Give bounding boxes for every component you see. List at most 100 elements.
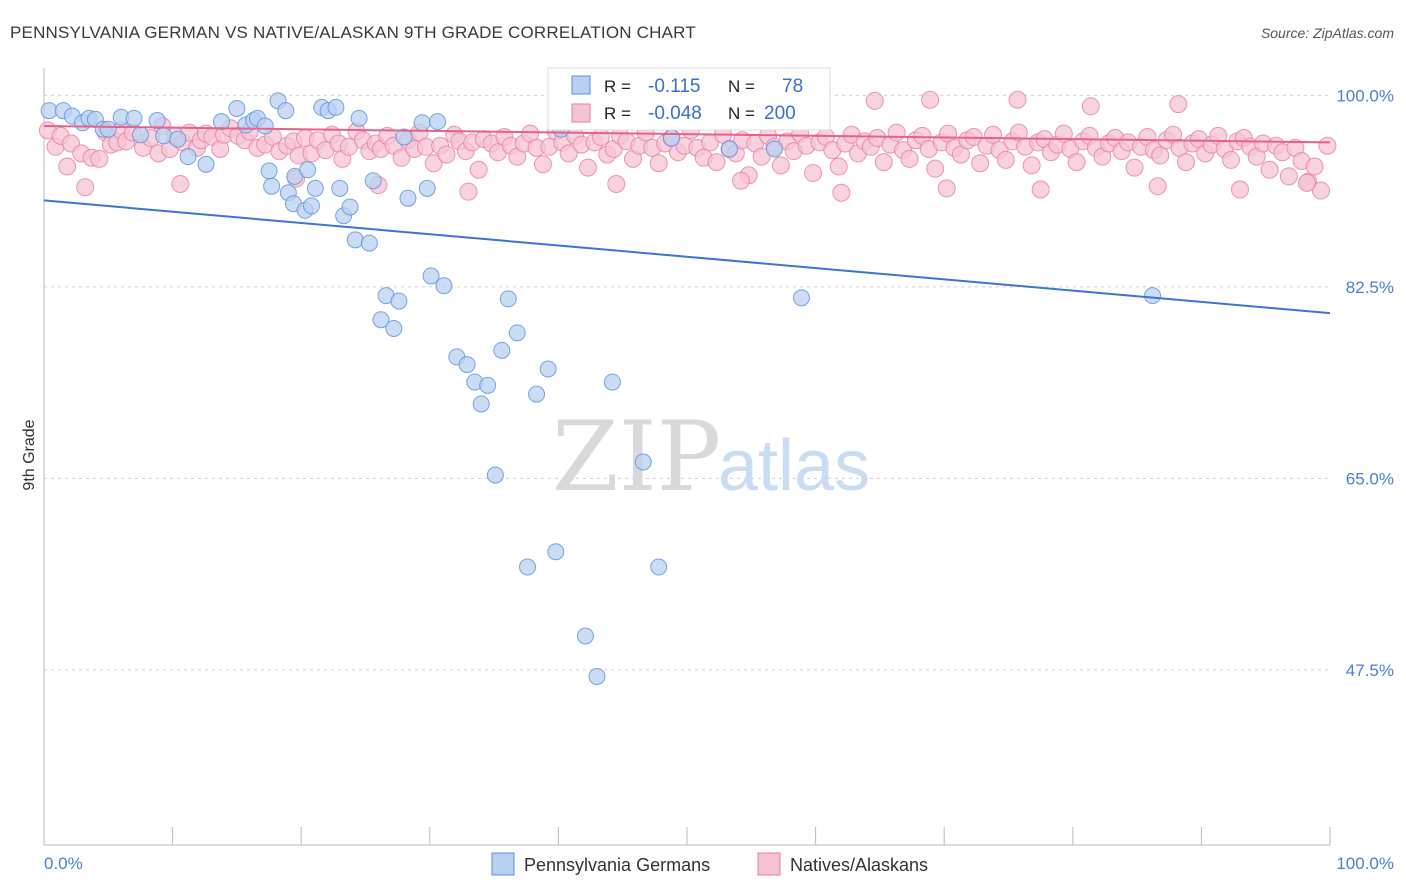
pennsylvania-germans-point — [413, 114, 431, 132]
pennsylvania-germans-point — [131, 126, 149, 144]
natives-alaskans-point — [732, 171, 751, 190]
natives-alaskans-point — [591, 127, 610, 146]
legend-r-value-1: -0.115 — [648, 76, 700, 97]
natives-alaskans-point — [1008, 90, 1027, 109]
legend-bottom-blue-swatch — [491, 852, 515, 876]
pennsylvania-germans-point — [256, 117, 274, 135]
pennsylvania-germans-point — [350, 109, 368, 127]
pennsylvania-germans-point — [422, 267, 440, 285]
pennsylvania-germans-point — [179, 148, 197, 166]
natives-alaskans-point — [996, 150, 1015, 169]
natives-alaskans-point — [1297, 173, 1316, 192]
pennsylvania-germans-point — [519, 558, 537, 576]
natives-alaskans-point — [1230, 180, 1249, 199]
natives-alaskans-point — [1081, 97, 1100, 116]
natives-alaskans-point — [1260, 160, 1279, 179]
natives-alaskans-point — [971, 154, 990, 173]
pennsylvania-germans-point — [155, 127, 173, 145]
natives-alaskans-point — [832, 183, 851, 202]
x-tick-label-max: 100.0% — [1336, 854, 1394, 873]
legend-n-label-1: N = — [728, 77, 755, 96]
x-tick-label-min: 0.0% — [44, 854, 83, 873]
pennsylvania-germans-point — [547, 543, 565, 561]
natives-alaskans-point — [1305, 157, 1324, 176]
y-tick-label: 47.5% — [1346, 661, 1394, 680]
pennsylvania-germans-point — [508, 324, 526, 342]
pennsylvania-germans-point — [385, 319, 403, 337]
natives-alaskans-point — [1318, 136, 1337, 155]
pennsylvania-germans-point — [390, 292, 408, 310]
natives-alaskans-point — [1279, 167, 1298, 186]
pennsylvania-germans-point — [486, 466, 504, 484]
pennsylvania-germans-point — [327, 98, 345, 116]
natives-alaskans-point — [607, 175, 626, 194]
legend-bottom-label-pennsylvania-germans: Pennsylvania Germans — [524, 855, 710, 875]
natives-alaskans-points — [38, 90, 1337, 202]
pennsylvania-germans-point — [228, 99, 246, 117]
legend-bottom: Pennsylvania Germans Natives/Alaskans — [491, 852, 928, 876]
pennsylvania-germans-point — [260, 162, 278, 180]
pennsylvania-germans-point — [360, 234, 378, 252]
pennsylvania-germans-point — [399, 189, 417, 207]
natives-alaskans-point — [771, 156, 790, 175]
natives-alaskans-point — [171, 175, 190, 194]
pennsylvania-germans-trend-line — [43, 199, 1331, 315]
watermark-atlas: atlas — [718, 426, 870, 506]
natives-alaskans-point — [459, 182, 478, 201]
y-tick-label: 82.5% — [1346, 278, 1394, 297]
natives-alaskans-point — [900, 149, 919, 168]
pennsylvania-germans-point — [197, 155, 215, 173]
pennsylvania-germans-point — [125, 109, 143, 127]
legend-r-label-1: R = — [604, 77, 631, 96]
natives-alaskans-point — [424, 154, 443, 173]
chart-source: Source: ZipAtlas.com — [1261, 25, 1394, 41]
pennsylvania-germans-point — [302, 197, 320, 215]
pennsylvania-germans-point — [418, 179, 436, 197]
natives-alaskans-point — [533, 155, 552, 174]
pennsylvania-germans-point — [576, 627, 594, 645]
y-tick-label: 100.0% — [1336, 86, 1394, 105]
y-tick-labels: 47.5% 65.0% 82.5% 100.0% — [1336, 86, 1394, 680]
legend-r-label-2: R = — [604, 104, 631, 123]
legend-n-label-2: N = — [728, 104, 755, 123]
natives-alaskans-point — [649, 154, 668, 173]
natives-alaskans-point — [752, 147, 771, 166]
natives-alaskans-point — [1022, 156, 1041, 175]
pennsylvania-germans-point — [650, 558, 668, 576]
legend-blue-swatch — [571, 75, 591, 95]
pennsylvania-germans-point — [346, 231, 364, 249]
legend-n-value-1: 78 — [782, 76, 803, 97]
natives-alaskans-point — [1311, 181, 1330, 200]
natives-alaskans-point — [707, 153, 726, 172]
pennsylvania-germans-point — [331, 179, 349, 197]
natives-alaskans-point — [887, 123, 906, 142]
y-axis-label: 9th Grade — [21, 419, 38, 490]
pennsylvania-germans-point — [792, 289, 810, 307]
natives-alaskans-point — [559, 144, 578, 163]
legend-top-box — [547, 67, 831, 131]
natives-alaskans-point — [984, 125, 1003, 144]
pennsylvania-germans-point — [40, 102, 58, 120]
natives-alaskans-point — [804, 164, 823, 183]
pennsylvania-germans-point — [263, 177, 281, 195]
pennsylvania-germans-point — [588, 667, 606, 685]
y-tick-label: 65.0% — [1346, 469, 1394, 488]
natives-alaskans-point — [578, 158, 597, 177]
natives-alaskans-point — [1221, 150, 1240, 169]
natives-alaskans-point — [937, 179, 956, 198]
natives-alaskans-point — [829, 157, 848, 176]
natives-alaskans-point — [874, 153, 893, 172]
pennsylvania-germans-point — [99, 120, 117, 138]
natives-alaskans-point — [1054, 124, 1073, 143]
natives-alaskans-point — [1031, 180, 1050, 199]
pennsylvania-germans-point — [299, 161, 317, 179]
natives-alaskans-point — [921, 90, 940, 109]
natives-alaskans-point — [1169, 95, 1188, 114]
pennsylvania-germans-point — [634, 453, 652, 471]
pennsylvania-germans-point — [472, 395, 490, 413]
natives-alaskans-point — [865, 91, 884, 110]
natives-alaskans-point — [437, 145, 456, 164]
pennsylvania-germans-point — [493, 341, 511, 359]
legend-n-value-2: 200 — [764, 103, 796, 124]
